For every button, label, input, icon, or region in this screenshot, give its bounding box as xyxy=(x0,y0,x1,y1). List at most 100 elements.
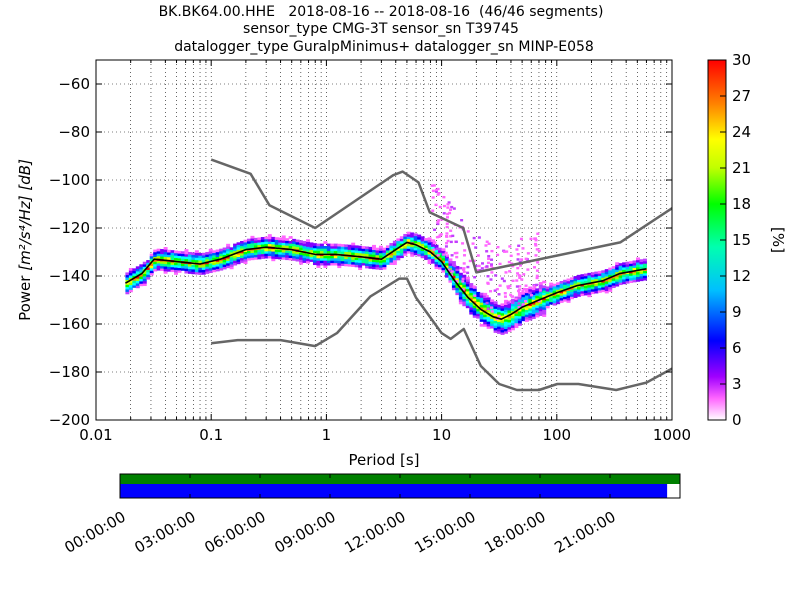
heatmap-cell xyxy=(434,259,439,262)
heatmap-cell xyxy=(622,269,627,273)
heatmap-cell xyxy=(222,252,227,256)
heatmap-cell xyxy=(347,263,352,267)
heatmap-cell xyxy=(451,234,455,238)
heatmap-cell xyxy=(542,299,547,303)
heatmap-cell xyxy=(500,308,505,311)
heatmap-cell xyxy=(497,323,502,327)
x-axis: 0.01 0.1 1 10 100 1000 xyxy=(79,60,691,444)
heatmap-cell xyxy=(461,242,465,245)
heatmap-cell xyxy=(382,264,387,268)
heatmap-cell xyxy=(326,246,331,249)
heatmap-cell xyxy=(358,257,363,261)
heatmap-cell xyxy=(396,255,401,258)
heatmap-cell xyxy=(396,243,401,246)
heatmap-cell xyxy=(267,253,272,257)
heatmap-cell xyxy=(288,250,293,254)
heatmap-cell xyxy=(344,258,349,262)
heatmap-cell xyxy=(410,249,415,252)
heatmap-cell xyxy=(549,299,554,303)
heatmap-cell xyxy=(448,280,453,283)
heatmap-cell xyxy=(463,249,467,252)
heatmap-cell xyxy=(570,286,574,290)
heatmap-cell xyxy=(514,310,519,314)
heatmap-cell xyxy=(434,249,439,253)
heatmap-cell xyxy=(372,252,377,255)
heatmap-cell xyxy=(149,256,154,259)
heatmap-cell xyxy=(642,277,647,281)
title-line-1: BK.BK64.00.HHE 2018-08-16 -- 2018-08-16 … xyxy=(159,4,604,20)
heatmap-cell xyxy=(559,283,564,287)
heatmap-cell xyxy=(212,252,217,256)
heatmap-cell xyxy=(410,246,415,250)
heatmap-cell xyxy=(504,314,509,317)
heatmap-cell xyxy=(538,308,543,312)
heatmap-cell xyxy=(431,189,435,193)
heatmap-cell xyxy=(278,244,283,248)
heatmap-cell xyxy=(632,265,637,268)
heatmap-cell xyxy=(477,264,481,268)
heatmap-cell xyxy=(236,251,241,255)
heatmap-cell xyxy=(524,302,529,306)
heatmap-cell xyxy=(319,258,324,261)
heatmap-cell xyxy=(615,271,620,275)
heatmap-cell xyxy=(146,269,151,273)
heatmap-cell xyxy=(629,261,634,264)
heatmap-cell xyxy=(531,313,536,317)
heatmap-cell xyxy=(531,294,536,298)
heatmap-cell xyxy=(511,279,515,283)
heatmap-cell xyxy=(382,250,387,253)
heatmap-cell xyxy=(566,288,571,291)
heatmap-cell xyxy=(535,293,540,296)
x-tick-label: 1000 xyxy=(653,426,691,444)
heatmap-cell xyxy=(472,291,477,294)
data-coverage-timeline: 00:00:00 03:00:00 06:00:00 09:00:00 12:00:00… xyxy=(61,473,681,557)
heatmap-cell xyxy=(316,250,321,254)
heatmap-cell xyxy=(629,275,634,279)
heatmap-cell xyxy=(125,272,130,276)
heatmap-cell xyxy=(434,251,439,255)
heatmap-cell xyxy=(295,253,300,257)
heatmap-cell xyxy=(444,262,449,266)
heatmap-cell xyxy=(576,282,581,285)
heatmap-cell xyxy=(507,317,512,321)
heatmap-cell xyxy=(128,267,133,271)
heatmap-cell xyxy=(636,276,640,280)
heatmap-cell xyxy=(222,254,227,258)
heatmap-cell xyxy=(128,277,133,281)
heatmap-cell xyxy=(611,280,616,284)
heatmap-cell xyxy=(420,241,425,244)
y-tick-label: −180 xyxy=(49,363,90,381)
heatmap-cell xyxy=(556,296,561,300)
heatmap-cell xyxy=(406,234,411,237)
heatmap-cell xyxy=(326,258,331,261)
heatmap-cell xyxy=(642,261,647,264)
heatmap-cell xyxy=(433,228,437,231)
heatmap-cell xyxy=(156,260,161,264)
heatmap-cell xyxy=(625,273,630,277)
heatmap-cell xyxy=(524,297,529,301)
heatmap-cell xyxy=(184,258,189,262)
heatmap-cell xyxy=(468,259,472,263)
heatmap-cell xyxy=(208,265,213,269)
heatmap-cell xyxy=(636,274,640,277)
heatmap-cell xyxy=(264,255,269,259)
heatmap-cell xyxy=(420,248,425,252)
heatmap-cell xyxy=(500,303,505,307)
heatmap-cell xyxy=(483,321,488,325)
heatmap-cell xyxy=(403,245,408,249)
heatmap-cell xyxy=(642,258,647,262)
heatmap-cell xyxy=(132,270,137,274)
heatmap-cell xyxy=(170,254,175,258)
heatmap-cell xyxy=(476,269,480,272)
heatmap-cell xyxy=(604,288,609,291)
heatmap-cell xyxy=(246,257,251,261)
heatmap-cell xyxy=(636,257,640,261)
heatmap-cell xyxy=(222,261,227,265)
heatmap-cell xyxy=(497,321,502,325)
heatmap-cell xyxy=(264,251,269,254)
heatmap-cell xyxy=(288,257,293,261)
heatmap-cell xyxy=(615,281,620,285)
heatmap-cell xyxy=(125,286,130,290)
heatmap-cell xyxy=(243,246,248,250)
heatmap-cell xyxy=(323,255,328,259)
